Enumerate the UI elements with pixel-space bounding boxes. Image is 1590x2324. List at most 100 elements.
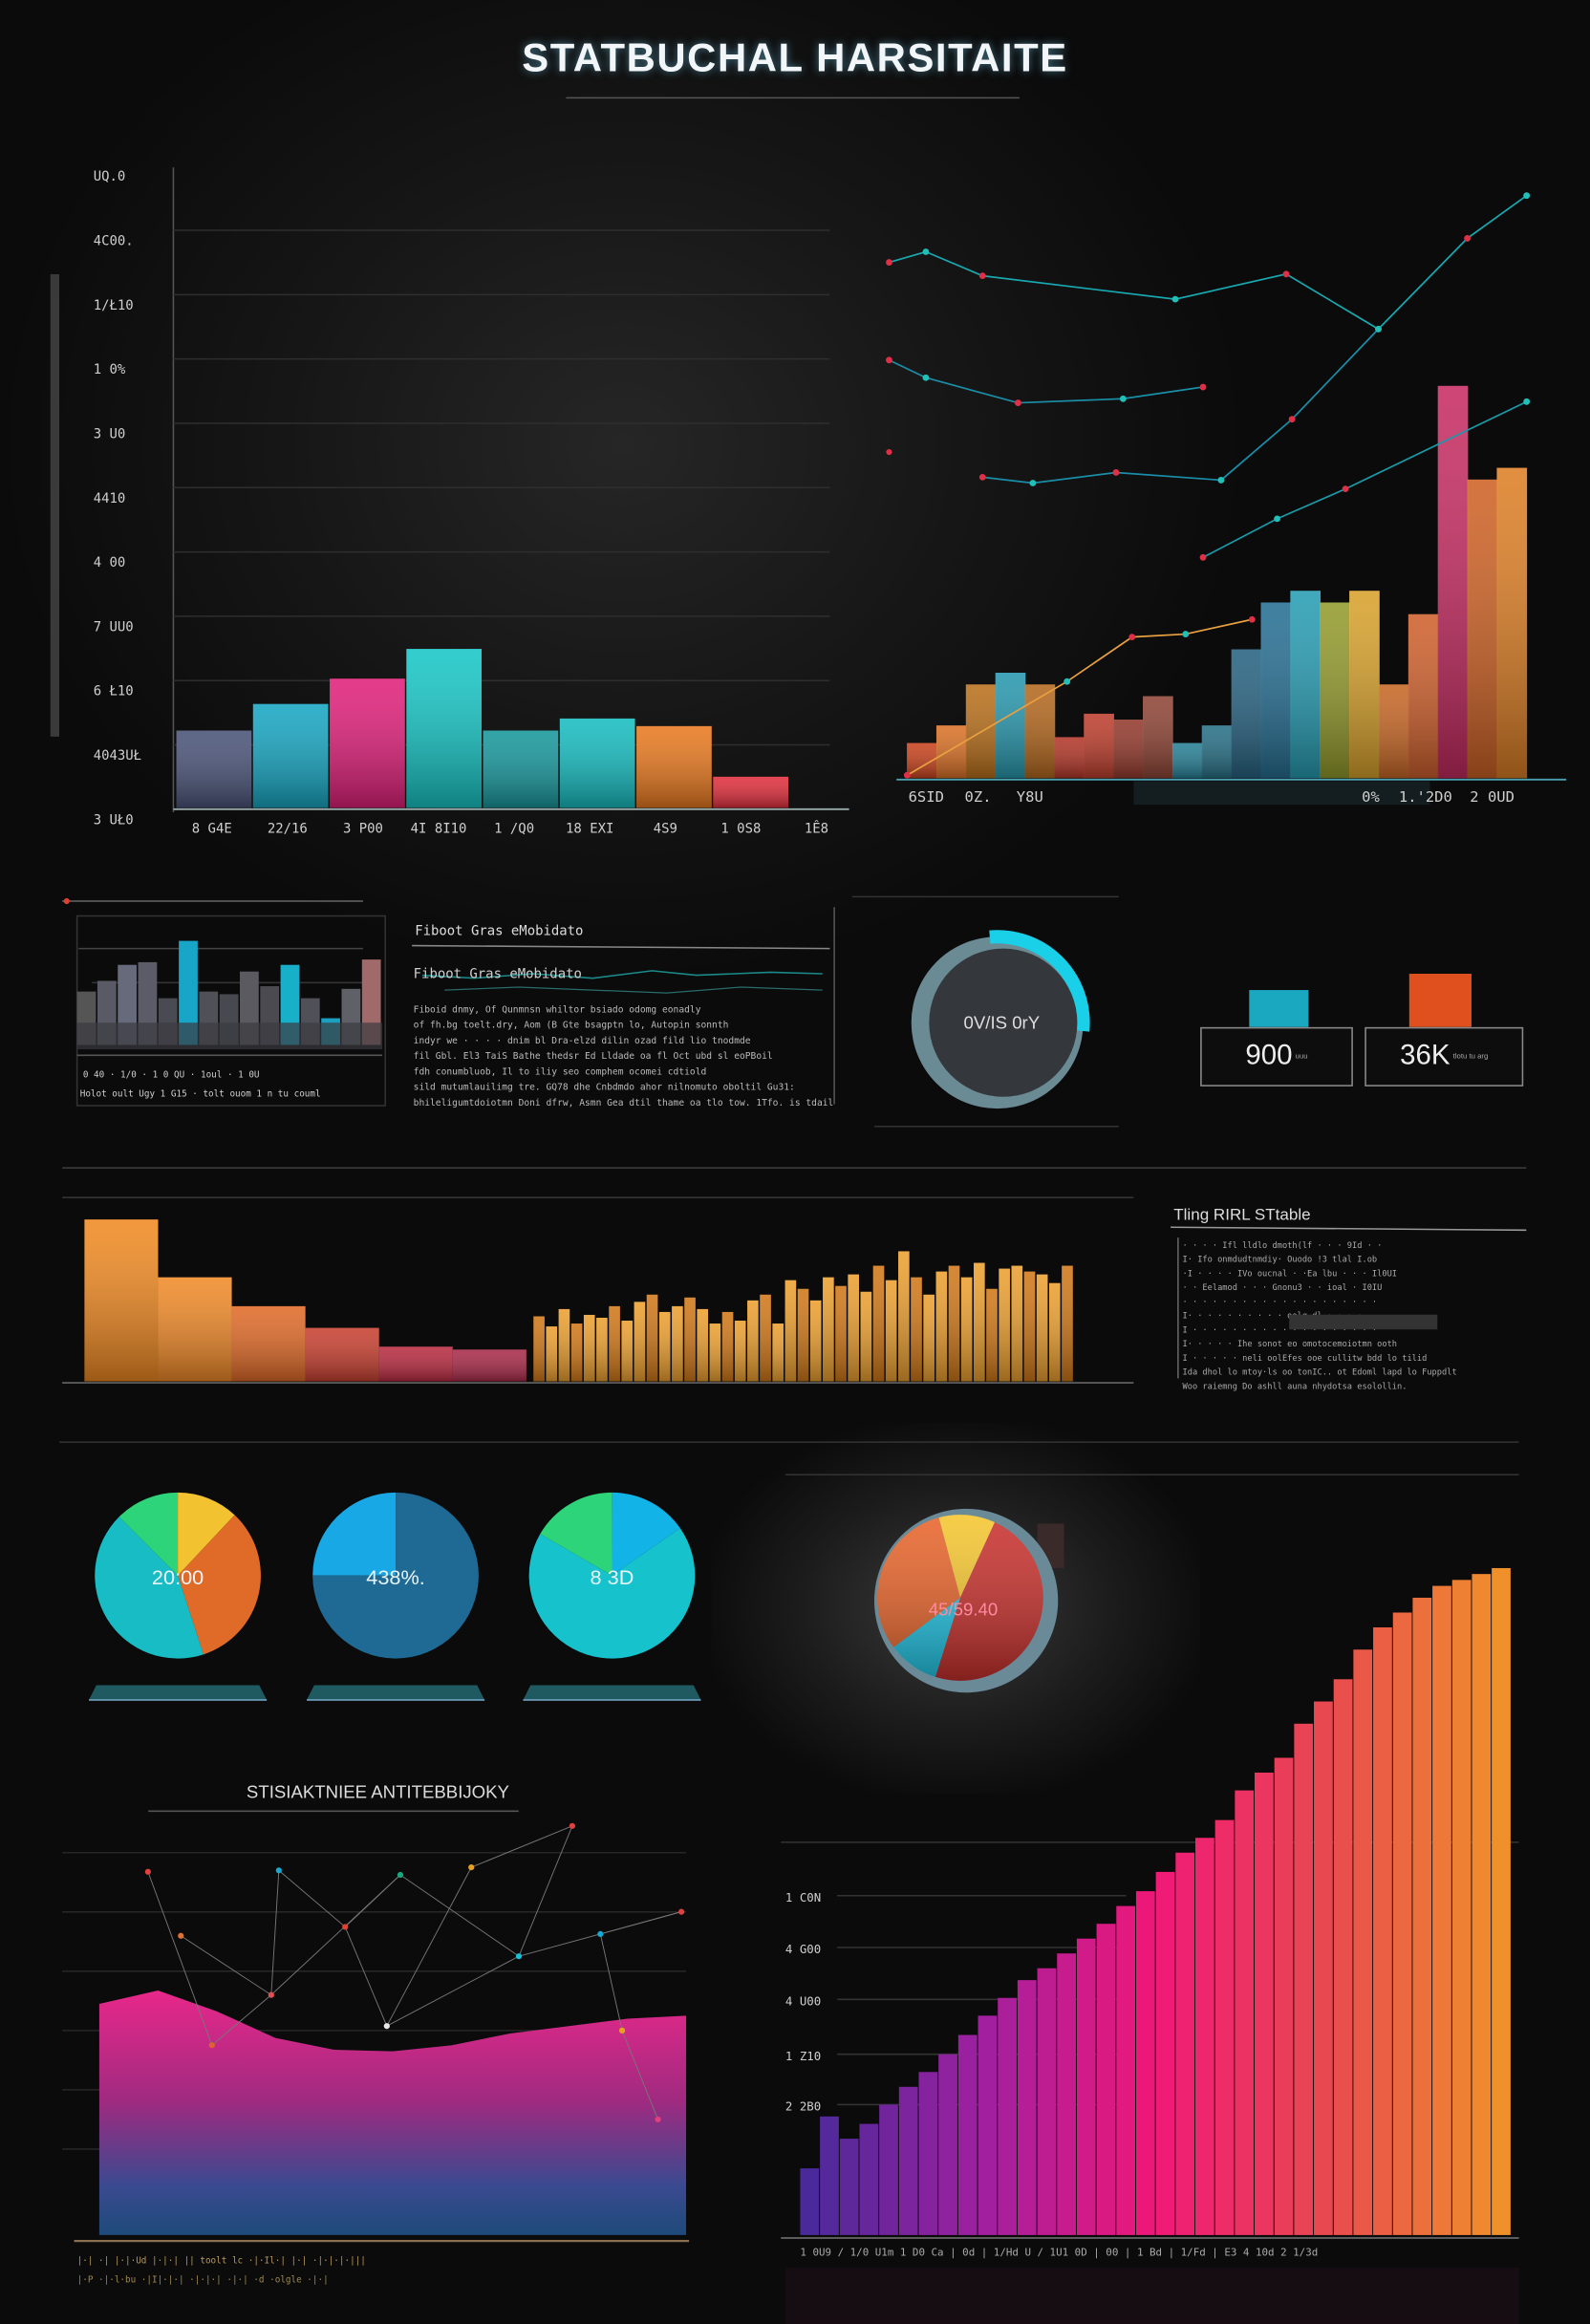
x-tick-label: |·P ·|·l·bu ·|I|·|·| ·|·|·| ·|·| ·d ·olg… [77,2275,329,2286]
bar-shade [948,1265,960,1382]
bar-shade [911,1277,922,1382]
bar [1175,1852,1195,2235]
table-row: I· · · · · Ihe sonot eo omotocemoiotmn o… [1183,1340,1397,1349]
bar [1294,1723,1314,2235]
bar-shade [1062,1265,1073,1382]
bar [1037,1968,1057,2235]
bar-shade [1201,725,1233,779]
y-axis-title [50,273,60,737]
bar-shade [999,1268,1010,1382]
bar-shade [1378,684,1409,779]
bar-shade [684,1297,696,1382]
network-edge [270,1870,280,1995]
gauge-label: 0V/IS 0rY [964,1012,1041,1032]
bar-shade [734,1321,746,1382]
donut-shade [877,1515,1043,1681]
data-point [1029,480,1037,486]
x-tick-label: |·| ·| |·|·Ud |·|·| || toolt lc ·|·Il·| … [77,2255,366,2266]
bar-shade [609,1305,620,1382]
y-tick-label: 3 U0 [94,426,126,441]
line-series-1 [889,195,1528,331]
kpi-value: 36K [1400,1040,1450,1072]
bar-shade [621,1321,634,1382]
table-row: I· Ifo onmdudtnmdiy· Ouodo !3 tlal I.ob [1183,1256,1378,1265]
data-point [922,374,930,381]
data-point [1064,678,1071,685]
network-edge [518,1825,573,1957]
area-fill [98,1990,687,2235]
bar-shade [835,1285,847,1382]
bar-shade [252,703,329,808]
kpi-box-1: 900 uuu [1200,1026,1353,1087]
network-node [618,2027,626,2034]
data-point [886,259,892,266]
gauge-center [929,948,1078,1097]
network-node [275,1867,282,1874]
bar [1076,1938,1096,2235]
data-point [922,248,930,255]
bar-shade [176,730,252,808]
pie-slice [178,1492,235,1576]
x-tick-label: 1.'2D0 [1399,788,1452,806]
bar-shade [158,1277,232,1382]
text-line: fdh conumbluob, Il to iliy seo comphem o… [414,1066,707,1077]
y-tick-label: 6 Ł10 [94,684,134,699]
bar-shade [935,1271,948,1382]
table-title: Tling RIRL STtable [1173,1205,1310,1223]
bar-shade [1467,479,1498,779]
data-point [1523,192,1531,200]
y-tick-label: 4 00 [94,555,126,570]
network-node [342,1924,349,1930]
bar-shade [995,672,1026,779]
pie-chart [95,1492,261,1659]
bar-shade [898,1251,910,1382]
y-tick-label: 7 UU0 [94,619,134,635]
x-tick-label: 0% [1362,788,1380,806]
data-point [1199,383,1207,391]
data-point [1342,485,1349,493]
network-edge [600,1911,682,1935]
kpi-bar-1 [1249,990,1309,1027]
network-edge [211,1994,272,2046]
bar [1451,1580,1472,2235]
bar-shade [709,1323,721,1382]
bar [1194,1838,1214,2235]
x-tick-label: 18 EXI [566,822,613,837]
bar-shade [1011,1265,1023,1382]
text-line: of fh.bg toelt.dry, Aom (B Gte bsagptn l… [414,1021,729,1031]
bar-shade [823,1277,834,1382]
y-tick-label: 4043UŁ [94,748,141,764]
data-point [1248,615,1256,623]
network-node [208,2042,215,2049]
x-tick-label: 22/16 [268,822,308,837]
donut-label: 45/59.40 [929,1600,998,1620]
mini-chart-label: Holot oult Ugy 1 G15 · tolt ouom 1 n tu … [80,1089,321,1100]
network-edge [344,1926,388,2027]
bar-shade [809,1300,822,1382]
x-tick-label: 8 G4E [192,822,232,837]
bar [1412,1597,1432,2235]
sparkline [421,970,823,979]
bar-shade [848,1274,859,1382]
line-series-2 [889,359,1204,404]
bar [1235,1790,1255,2235]
bar-shade [1143,696,1173,779]
text-line: Fiboid dnmy, Of Qunmnsn whiltor bsiado o… [414,1004,701,1015]
data-point [1288,416,1296,423]
y-tick-label: 4 G00 [785,1942,821,1956]
network-edge [386,1866,472,2027]
mini-chart-label: 0 40 · 1/0 · 1 0 QU · 1oul · 1 0U [83,1070,260,1081]
bar-shade [596,1317,608,1382]
bar-shade [772,1323,784,1382]
text-line: fil Gbl. El3 TaiS Bathe thedsr Ed Lldade… [414,1051,773,1062]
bar-shade [872,1265,885,1382]
table-row: · · · · Ifl lldlo dmoth(lf · · · 9Id · · [1183,1241,1383,1251]
bar-shade [84,1219,159,1382]
bar [1432,1585,1451,2235]
pie-slice [540,1492,612,1576]
data-point [1171,295,1179,303]
pie-slice [612,1492,680,1576]
bar [879,2104,898,2235]
bar-shade [1496,467,1528,779]
y-tick-label: 1/Ł10 [94,298,134,313]
